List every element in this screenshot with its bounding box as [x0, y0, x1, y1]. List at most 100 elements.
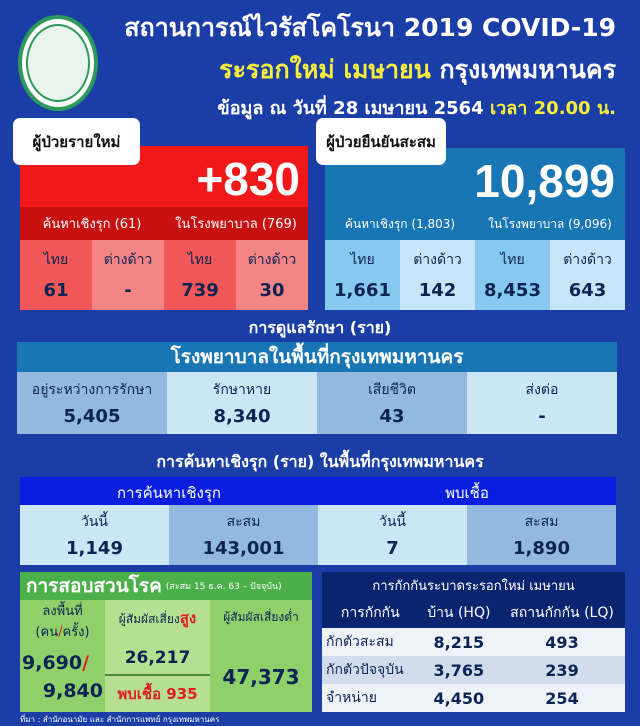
- cumulative-total: 10,899: [474, 155, 615, 207]
- text-label: ผู้สัมผัสเสี่ยง: [118, 612, 180, 626]
- new-cell: ไทย 61: [20, 240, 92, 310]
- new-cell: ต่างด้าว 30: [236, 240, 308, 310]
- search-cell: วันนี้ 7: [318, 505, 467, 565]
- text-label: ต่างด้าว: [103, 251, 153, 268]
- logo-emblem: [26, 24, 90, 102]
- date-label: ข้อมูล ณ วันที่ 28 เมษายน 2564: [217, 98, 484, 119]
- investigation-note: (สะสม 15 ธ.ค. 63 – ปัจจุบัน): [165, 582, 282, 592]
- text-label: 9,840: [42, 680, 103, 702]
- low-risk-contacts: ผู้สัมผัสเสี่ยงต่ำ 47,373: [210, 600, 312, 712]
- text-label: ลงพื้นที่: [42, 604, 83, 619]
- text-label: (คน: [35, 625, 59, 640]
- text-label: /: [58, 625, 63, 640]
- row-label: จำหน่าย: [326, 690, 377, 706]
- text-label: สะสม: [226, 514, 261, 531]
- row-label: กักตัวปัจจุบัน: [326, 662, 404, 678]
- new-cases-group: ค้นหาเชิงรุก (61): [42, 217, 142, 232]
- text-label: พบเชื้อ 935: [117, 685, 198, 703]
- col-header: สถานกักกัน (LQ): [510, 605, 614, 621]
- treat-cell: เสียชีวิต 43: [317, 372, 467, 434]
- treatment-panel: โรงพยาบาลในพื้นที่กรุงเทพมหานคร อยู่ระหว…: [17, 342, 617, 434]
- cum-cell: ไทย 1,661: [325, 240, 400, 310]
- text-label: 9,690: [22, 652, 83, 674]
- cum-cell: ต่างด้าว 643: [550, 240, 625, 310]
- search-cell: สะสม 1,890: [467, 505, 616, 565]
- text-label: 1,661: [334, 280, 391, 302]
- text-label: ส่งต่อ: [525, 381, 559, 398]
- text-label: 143,001: [202, 537, 285, 559]
- lq-value: 493: [545, 632, 579, 652]
- col-header: บ้าน (HQ): [427, 605, 491, 621]
- lq-value: 239: [545, 660, 579, 680]
- page-title: สถานการณ์ไวรัสโคโรนา 2019 COVID-19: [124, 13, 616, 42]
- hq-value: 3,765: [433, 660, 485, 680]
- text-label: /: [82, 652, 90, 674]
- field-visits: ลงพื้นที่ (คน/ครั้ง) 9,690/ 9,840: [20, 600, 105, 712]
- text-label: ไทย: [43, 251, 69, 268]
- cumulative-label: ผู้ป่วยยืนยันสะสม: [316, 118, 446, 165]
- text-label: 43: [379, 406, 405, 428]
- cum-cell: ต่างด้าว 142: [400, 240, 475, 310]
- cumulative-panel: 10,899 ค้นหาเชิงรุก (1,803) ในโรงพยาบาล …: [325, 148, 625, 310]
- text-label: สะสม: [524, 514, 559, 531]
- quarantine-title: การกักกันระบาดระรอกใหม่ เมษายน: [322, 572, 625, 598]
- source-note: ที่มา : สำนักอนามัย และ สำนักการแพทย์ กร…: [20, 715, 220, 724]
- text-label: 739: [181, 280, 219, 302]
- treatment-header: โรงพยาบาลในพื้นที่กรุงเทพมหานคร: [17, 342, 617, 372]
- new-cases-panel: +830 ค้นหาเชิงรุก (61) ในโรงพยาบาล (769)…: [20, 146, 308, 310]
- investigation-panel: การสอบสวนโรค (สะสม 15 ธ.ค. 63 – ปัจจุบัน…: [20, 572, 312, 712]
- text-label: 30: [259, 280, 285, 302]
- text-label: อยู่ระหว่างการรักษา: [31, 381, 153, 398]
- text-label: วันนี้: [80, 514, 108, 531]
- city-label: กรุงเทพมหานคร: [439, 55, 616, 84]
- hq-value: 8,215: [433, 632, 485, 652]
- text-label: 26,217: [105, 648, 210, 676]
- row-label: กักตัวสะสม: [326, 634, 394, 650]
- cum-cell: ไทย 8,453: [475, 240, 550, 310]
- new-cell: ต่างด้าว -: [92, 240, 164, 310]
- lq-value: 254: [545, 688, 579, 708]
- date-line: ข้อมูล ณ วันที่ 28 เมษายน 2564 เวลา 20.0…: [110, 93, 616, 122]
- search-group: พบเชื้อ: [445, 484, 489, 502]
- new-cell: ไทย 739: [164, 240, 236, 310]
- investigation-title: การสอบสวนโรค: [26, 575, 162, 597]
- text-label: ไทย: [500, 251, 525, 268]
- text-label: ครั้ง): [62, 625, 90, 640]
- wave-label: ระรอกใหม่ เมษายน: [219, 55, 431, 84]
- treat-cell: อยู่ระหว่างการรักษา 5,405: [17, 372, 167, 434]
- new-cases-label: ผู้ป่วยรายใหม่: [13, 118, 140, 165]
- text-label: ต่างด้าว: [563, 251, 612, 268]
- text-label: 61: [43, 280, 69, 302]
- active-search-title: การค้นหาเชิงรุก (ราย) ในพื้นที่กรุงเทพมห…: [156, 452, 484, 471]
- text-label: -: [124, 280, 132, 302]
- text-label: ไทย: [187, 251, 213, 268]
- text-label: ต่างด้าว: [247, 251, 297, 268]
- active-search-panel: การค้นหาเชิงรุก พบเชื้อ วันนี้ 1,149 สะสม…: [20, 477, 616, 565]
- search-cell: วันนี้ 1,149: [20, 505, 169, 565]
- text-label: ไทย: [350, 251, 375, 268]
- cumulative-group: ในโรงพยาบาล (9,096): [488, 216, 612, 231]
- new-cases-group: ในโรงพยาบาล (769): [175, 217, 297, 232]
- treat-cell: รักษาหาย 8,340: [167, 372, 317, 434]
- cumulative-group: ค้นหาเชิงรุก (1,803): [344, 216, 456, 231]
- text-label: 47,373: [222, 665, 300, 689]
- text-label: 1,890: [513, 537, 570, 559]
- search-group: การค้นหาเชิงรุก: [117, 484, 221, 502]
- text-label: รักษาหาย: [212, 381, 272, 398]
- text-label: ต่างด้าว: [413, 251, 462, 268]
- high-risk-contacts: ผู้สัมผัสเสี่ยงสูง 26,217 พบเชื้อ 935: [105, 600, 210, 712]
- new-cases-total: +830: [196, 153, 300, 205]
- text-label: 5,405: [63, 406, 121, 428]
- text-label: -: [538, 406, 546, 428]
- treat-cell: ส่งต่อ -: [467, 372, 617, 434]
- text-label: 142: [418, 280, 457, 302]
- text-label: 8,453: [484, 280, 541, 302]
- quarantine-table: การกักกันระบาดระรอกใหม่ เมษายน การกักกัน…: [322, 572, 625, 712]
- subtitle: ระรอกใหม่ เมษายน กรุงเทพมหานคร: [110, 50, 616, 90]
- text-label: สูง: [179, 609, 197, 627]
- col-header: การกักกัน: [340, 605, 400, 621]
- text-label: 8,340: [213, 406, 271, 428]
- treatment-title: การดูแลรักษา (ราย): [248, 318, 392, 337]
- text-label: 7: [386, 537, 399, 559]
- search-cell: สะสม 143,001: [169, 505, 318, 565]
